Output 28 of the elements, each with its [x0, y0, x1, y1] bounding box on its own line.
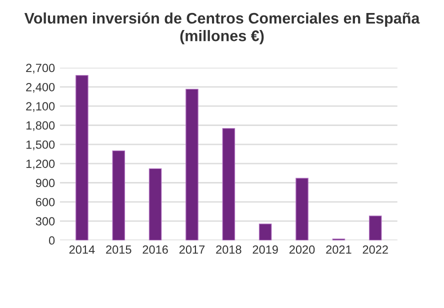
- x-tick-label: 2021: [326, 245, 352, 254]
- x-tick-label: 2022: [362, 245, 388, 254]
- x-tick-label: 2014: [69, 245, 95, 254]
- y-tick-label: 0: [48, 236, 55, 245]
- x-tick-label: 2017: [179, 245, 205, 254]
- bar: [112, 150, 126, 240]
- y-tick-label: 300: [36, 217, 55, 226]
- y-tick-label: 2,700: [26, 64, 55, 74]
- bar: [368, 216, 382, 240]
- y-tick-label: 600: [36, 198, 55, 206]
- y-tick-label: 1,200: [26, 160, 55, 170]
- x-tick-label: 2015: [106, 245, 132, 254]
- bar: [296, 178, 308, 240]
- bar: [76, 75, 88, 240]
- x-tick-label: 2016: [142, 245, 168, 254]
- y-tick-label: 1,500: [26, 140, 55, 150]
- y-tick-label: 2,400: [26, 82, 55, 93]
- x-tick-label: 2019: [252, 245, 278, 254]
- bar: [186, 88, 198, 240]
- chart-title: Volumen inversión de Centros Comerciales en España (millones €): [24, 12, 420, 44]
- bar: [148, 168, 162, 240]
- x-tick-label: 2018: [216, 245, 242, 254]
- bar: [258, 224, 272, 240]
- y-tick-label: 1,800: [26, 121, 55, 132]
- y-tick-label: 2,100: [26, 102, 55, 112]
- x-tick-label: 2020: [289, 245, 315, 254]
- y-tick-label: 900: [36, 178, 55, 188]
- bar: [222, 128, 236, 240]
